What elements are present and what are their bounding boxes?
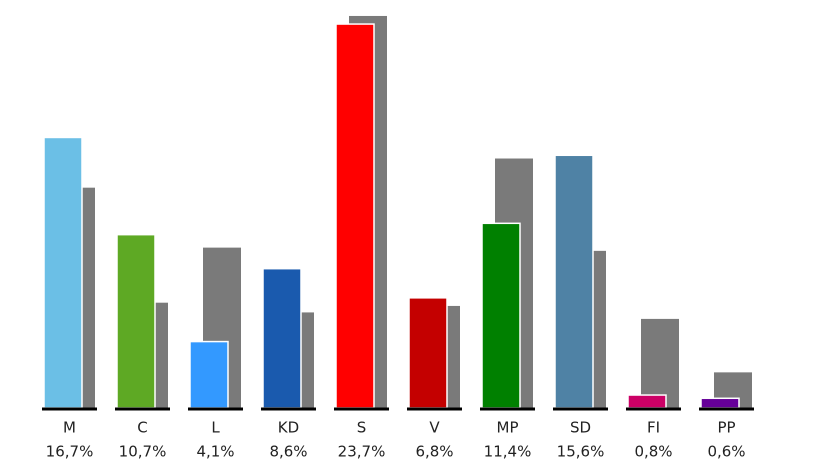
value-label: 0,8% [634,443,672,461]
x-tick-label: L [211,419,220,437]
value-label: 4,1% [196,443,234,461]
bar [481,222,521,409]
bar [335,23,375,409]
value-label: 6,8% [415,443,453,461]
bar [554,154,594,409]
x-tick-label: C [137,419,147,437]
x-tick-label: S [357,419,367,437]
x-tick-label: PP [717,419,735,437]
bar [408,297,448,409]
x-tick-label: MP [497,419,519,437]
x-tick-label: FI [647,419,660,437]
bar [189,340,229,409]
value-label: 0,6% [707,443,745,461]
bar [700,397,740,409]
value-label: 16,7% [46,443,94,461]
value-label: 23,7% [338,443,386,461]
x-tick-label: V [429,419,440,437]
x-tick-label: SD [570,419,591,437]
previous-bar [641,318,679,408]
bar [43,136,83,409]
bar [627,394,667,409]
value-label: 8,6% [269,443,307,461]
x-tick-label: M [63,419,76,437]
value-label: 10,7% [119,443,167,461]
value-label: 11,4% [484,443,532,461]
value-label: 15,6% [557,443,605,461]
x-tick-label: KD [278,419,299,437]
bar [262,267,302,409]
bar [116,233,156,409]
